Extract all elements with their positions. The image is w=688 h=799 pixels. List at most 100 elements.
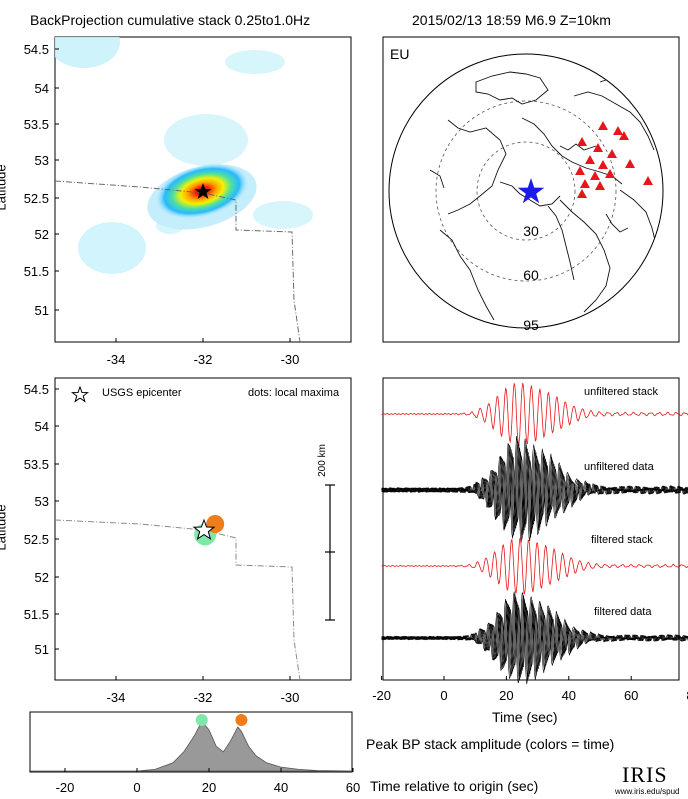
lon-tick-label: -32 <box>194 352 213 367</box>
station-triangle-icon <box>577 189 587 198</box>
legend-maxima: dots: local maxima <box>248 387 340 399</box>
heat-blob <box>253 201 313 229</box>
lon-tick-label: -30 <box>281 352 300 367</box>
data-trace <box>381 451 688 528</box>
event-info: 2015/02/13 18:59 M6.9 Z=10km <box>412 12 611 28</box>
epicenter-star-icon <box>192 518 216 540</box>
legend-epicenter: USGS epicenter <box>102 387 182 399</box>
trace-label-unfiltered-data: unfiltered data <box>584 461 654 473</box>
station-globe <box>382 36 680 343</box>
peak-tick-label: -20 <box>56 780 75 795</box>
peak-marker <box>195 714 208 726</box>
globe-labels: 30 60 95 <box>523 223 539 333</box>
station-triangle-icon <box>577 137 587 146</box>
heat-blob <box>164 114 248 166</box>
lat-tick-label: 51.5 <box>24 607 49 622</box>
traces-panel <box>381 377 688 685</box>
lat-tick-label: 52 <box>35 570 49 585</box>
maxima-map-ylabel: Latitude <box>0 504 9 551</box>
data-trace <box>381 601 688 675</box>
time-tick-label: 60 <box>624 688 638 703</box>
lat-tick-label: 54.5 <box>24 382 49 397</box>
station-triangle-icon <box>593 143 603 152</box>
time-tick-label: 20 <box>499 688 513 703</box>
lat-tick-label: 52 <box>35 227 49 242</box>
data-trace <box>381 440 688 540</box>
lon-tick-label: -34 <box>107 352 126 367</box>
lat-tick-label: 51 <box>35 642 49 657</box>
station-triangle-icon <box>605 169 615 178</box>
peak-area <box>29 720 354 772</box>
lon-tick-label: -32 <box>194 690 213 705</box>
legend-star-icon <box>70 385 90 403</box>
peak-caption: Peak BP stack amplitude (colors = time) <box>366 736 615 752</box>
plate-boundary <box>55 519 301 680</box>
globe-outline <box>388 53 664 329</box>
time-tick-label: 0 <box>440 688 447 703</box>
station-triangle-icon <box>585 155 595 164</box>
epicenter-star-icon <box>194 183 212 199</box>
coastlines <box>429 71 657 321</box>
lat-tick-label: 53.5 <box>24 457 49 472</box>
peak-ticks: -20 0 20 40 60 <box>56 768 360 795</box>
peak-marker <box>235 714 248 726</box>
distance-ring-60 <box>435 100 617 282</box>
peak-tick-label: 20 <box>202 780 216 795</box>
station-markers <box>575 121 653 198</box>
data-trace <box>381 597 688 678</box>
lat-tick-label: 54 <box>35 419 49 434</box>
lat-tick-label: 52.5 <box>24 191 49 206</box>
maxima-map-ticks: -34 -32 -30 54.5 54 53.5 53 52.5 52 51.5 51 <box>24 382 300 705</box>
lat-tick-label: 53.5 <box>24 117 49 132</box>
lat-tick-label: 54.5 <box>24 42 49 57</box>
distance-ring-label: 95 <box>523 317 539 333</box>
stack-trace <box>381 537 688 595</box>
data-trace <box>381 591 688 685</box>
chart-title: BackProjection cumulative stack 0.25to1.… <box>30 12 311 28</box>
station-triangle-icon <box>598 160 608 169</box>
top-map <box>54 36 352 343</box>
peak-xlabel: Time relative to origin (sec) <box>370 778 539 794</box>
traces-ticks: -20 0 20 40 60 80 <box>372 676 688 703</box>
distance-ring-30 <box>476 141 576 241</box>
top-map-ylabel: Latitude <box>0 164 9 211</box>
maxima-map <box>54 377 352 681</box>
station-triangle-icon <box>643 176 653 185</box>
heat-blob <box>78 222 146 274</box>
peak-markers <box>195 714 248 726</box>
lat-tick-label: 51 <box>35 303 49 318</box>
station-triangle-icon <box>580 179 590 188</box>
peak-tick-label: 40 <box>274 780 288 795</box>
peak-amplitude-plot <box>29 711 354 773</box>
lat-tick-label: 53 <box>35 494 49 509</box>
globe-region-label: EU <box>390 46 410 62</box>
trace-label-unfiltered-stack: unfiltered stack <box>584 386 658 398</box>
iris-logo-url: www.iris.edu/spud <box>615 787 680 796</box>
station-triangle-icon <box>595 181 605 190</box>
peak-tick-label: 0 <box>133 780 140 795</box>
lat-tick-label: 51.5 <box>24 264 49 279</box>
scale-bar-label: 200 km <box>316 444 328 477</box>
trace-label-filtered-stack: filtered stack <box>591 534 653 546</box>
plate-boundary <box>55 180 301 342</box>
scale-bar <box>325 484 335 621</box>
time-tick-label: 40 <box>562 688 576 703</box>
station-triangle-icon <box>613 126 623 135</box>
lat-tick-label: 53 <box>35 153 49 168</box>
peak-tick-label: 60 <box>346 780 360 795</box>
station-triangle-icon <box>590 171 600 180</box>
lon-tick-label: -30 <box>281 690 300 705</box>
time-tick-label: 80 <box>686 688 688 703</box>
station-triangle-icon <box>625 159 635 168</box>
station-triangle-icon <box>607 149 617 158</box>
lat-tick-label: 54 <box>35 81 49 96</box>
lon-tick-label: -34 <box>107 690 126 705</box>
source-star-icon <box>517 178 545 204</box>
heat-blob <box>55 37 120 68</box>
distance-ring-label: 60 <box>523 267 539 283</box>
data-trace <box>381 435 688 543</box>
time-tick-label: -20 <box>372 688 391 703</box>
traces-xlabel: Time (sec) <box>492 709 558 725</box>
trace-label-filtered-data: filtered data <box>594 606 652 618</box>
